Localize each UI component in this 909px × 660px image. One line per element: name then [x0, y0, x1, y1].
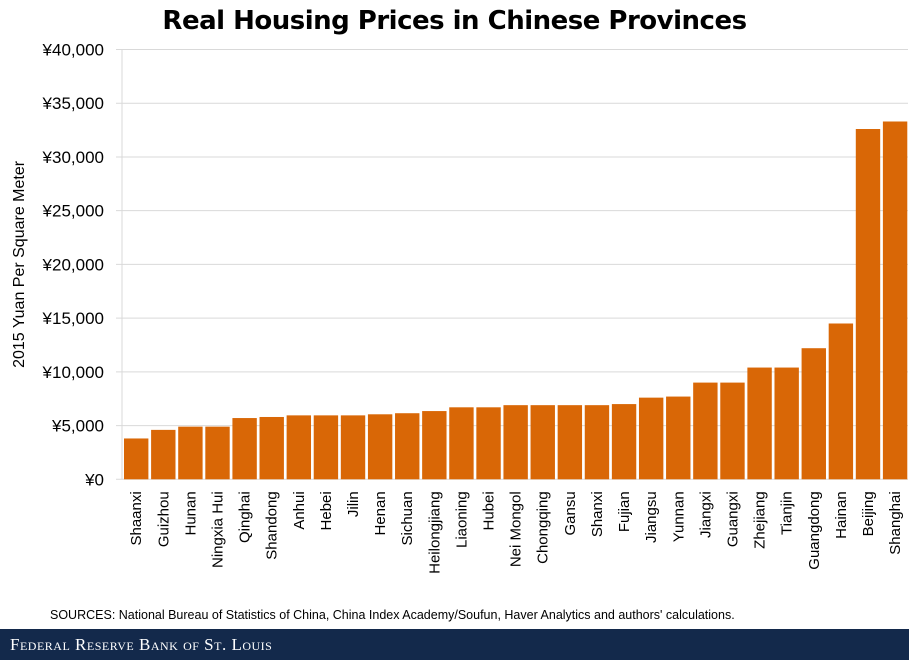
bar-guangxi: [720, 382, 745, 480]
bar-tianjin: [774, 367, 799, 480]
x-tick-label: Hubei: [481, 491, 498, 530]
x-tick-label: Guangxi: [724, 491, 741, 547]
x-tick-label: Sichuan: [399, 491, 416, 545]
x-tick-label: Hunan: [182, 491, 199, 535]
y-tick-label: ¥15,000: [42, 309, 104, 328]
y-tick-label: ¥35,000: [42, 94, 104, 113]
y-tick-label: ¥20,000: [42, 255, 104, 274]
x-tick-label: Tianjin: [779, 491, 796, 535]
x-tick-label: Nei Mongol: [508, 491, 525, 567]
x-tick-label: Chongqing: [535, 491, 552, 564]
bar-shandong: [259, 416, 284, 480]
y-tick-label: ¥30,000: [42, 148, 104, 167]
bar-guizhou: [151, 429, 176, 480]
x-tick-label: Jiangsu: [643, 491, 660, 543]
bar-hainan: [828, 323, 854, 480]
x-tick-label: Hebei: [318, 491, 335, 530]
x-tick-label: Jiangxi: [697, 491, 714, 538]
x-tick-label: Beijing: [860, 491, 877, 536]
bar-ningxia-hui: [205, 426, 230, 480]
bar-hubei: [476, 407, 501, 480]
bar-jilin: [340, 415, 366, 480]
bar-sichuan: [395, 413, 420, 480]
x-tick-label: Gansu: [562, 491, 579, 535]
x-tick-label: Guizhou: [155, 491, 172, 547]
bar-hunan: [178, 426, 203, 480]
source-note: SOURCES: National Bureau of Statistics o…: [50, 608, 735, 622]
x-tick-label: Shanxi: [589, 491, 606, 537]
bar-heilongjiang: [422, 411, 447, 480]
bar-yunnan: [666, 396, 691, 480]
x-tick-label: Henan: [372, 491, 389, 535]
bar-shaanxi: [124, 438, 149, 480]
x-tick-label: Hainan: [833, 491, 850, 539]
bar-shanghai: [882, 121, 908, 480]
bar-fujian: [611, 404, 637, 480]
x-tick-label: Anhui: [291, 491, 308, 529]
bar-hebei: [313, 415, 339, 480]
x-tick-label: Qinghai: [237, 491, 254, 543]
bar-chongqing: [530, 405, 555, 480]
footer-bar: Federal Reserve Bank of St. Louis: [0, 629, 909, 660]
bar-zhejiang: [747, 367, 772, 480]
x-tick-label: Guangdong: [806, 491, 823, 569]
x-tick-label: Shanghai: [887, 491, 904, 554]
x-tick-label: Fujian: [616, 491, 633, 532]
y-tick-label: ¥0: [84, 470, 104, 489]
x-tick-label: Jilin: [345, 491, 362, 517]
bar-shanxi: [584, 405, 610, 480]
x-tick-label: Zhejiang: [752, 491, 769, 549]
bar-guangdong: [801, 348, 826, 480]
bar-gansu: [557, 405, 583, 480]
bar-henan: [367, 414, 393, 480]
brand-logo-text: Federal Reserve Bank of St. Louis: [10, 635, 273, 654]
y-tick-label: ¥40,000: [42, 41, 104, 60]
bar-jiangxi: [693, 382, 718, 480]
bar-beijing: [855, 129, 881, 480]
x-tick-label: Shandong: [264, 491, 281, 559]
y-tick-label: ¥5,000: [51, 417, 104, 436]
y-tick-label: ¥10,000: [42, 363, 104, 382]
bar-jiangsu: [638, 397, 664, 480]
bar-qinghai: [232, 418, 257, 480]
bar-anhui: [286, 415, 312, 480]
chart-title: Real Housing Prices in Chinese Provinces: [162, 6, 747, 36]
bar-nei-mongol: [503, 405, 528, 480]
y-tick-label: ¥25,000: [42, 202, 104, 221]
bar-liaoning: [449, 407, 474, 480]
x-tick-label: Ningxia Hui: [210, 491, 227, 568]
x-tick-label: Heilongjiang: [426, 491, 443, 574]
x-tick-label: Yunnan: [670, 491, 687, 542]
bar-chart: ¥0 ¥5,000 ¥10,000 ¥15,000 ¥20,000 ¥25,000 ¥30,…: [11, 41, 908, 574]
y-axis-label: 2015 Yuan Per Square Meter: [11, 160, 28, 368]
x-tick-label: Liaoning: [453, 491, 470, 548]
x-tick-label: Shaanxi: [128, 491, 145, 545]
